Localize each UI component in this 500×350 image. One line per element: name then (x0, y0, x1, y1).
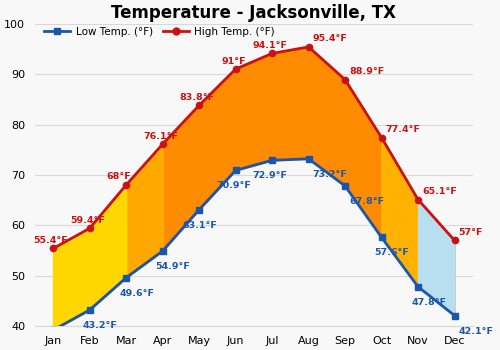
Text: 54.9°F: 54.9°F (156, 262, 190, 271)
Text: 57°F: 57°F (458, 228, 483, 237)
Text: 67.8°F: 67.8°F (350, 197, 384, 206)
Text: 77.4°F: 77.4°F (386, 125, 420, 134)
Text: 42.1°F: 42.1°F (458, 327, 494, 336)
Text: 57.6°F: 57.6°F (374, 248, 410, 258)
Text: 63.1°F: 63.1°F (182, 221, 218, 230)
Text: 70.9°F: 70.9°F (216, 181, 251, 190)
Text: 43.2°F: 43.2°F (82, 321, 118, 330)
Text: 59.4°F: 59.4°F (70, 216, 105, 225)
Text: 72.9°F: 72.9°F (252, 172, 288, 180)
Text: 49.6°F: 49.6°F (119, 289, 154, 298)
Text: 83.8°F: 83.8°F (180, 93, 215, 102)
Legend: Low Temp. (°F), High Temp. (°F): Low Temp. (°F), High Temp. (°F) (40, 23, 279, 41)
Text: 39.2°F: 39.2°F (0, 349, 1, 350)
Text: 95.4°F: 95.4°F (313, 34, 348, 43)
Text: 47.8°F: 47.8°F (411, 298, 446, 307)
Text: 73.2°F: 73.2°F (313, 170, 348, 179)
Text: 91°F: 91°F (222, 56, 246, 65)
Text: 68°F: 68°F (106, 173, 132, 181)
Text: 94.1°F: 94.1°F (252, 41, 288, 50)
Text: 55.4°F: 55.4°F (34, 236, 68, 245)
Title: Temperature - Jacksonville, TX: Temperature - Jacksonville, TX (112, 4, 397, 22)
Text: 88.9°F: 88.9°F (350, 67, 384, 76)
Text: 65.1°F: 65.1°F (422, 187, 457, 196)
Text: 76.1°F: 76.1°F (143, 132, 178, 141)
